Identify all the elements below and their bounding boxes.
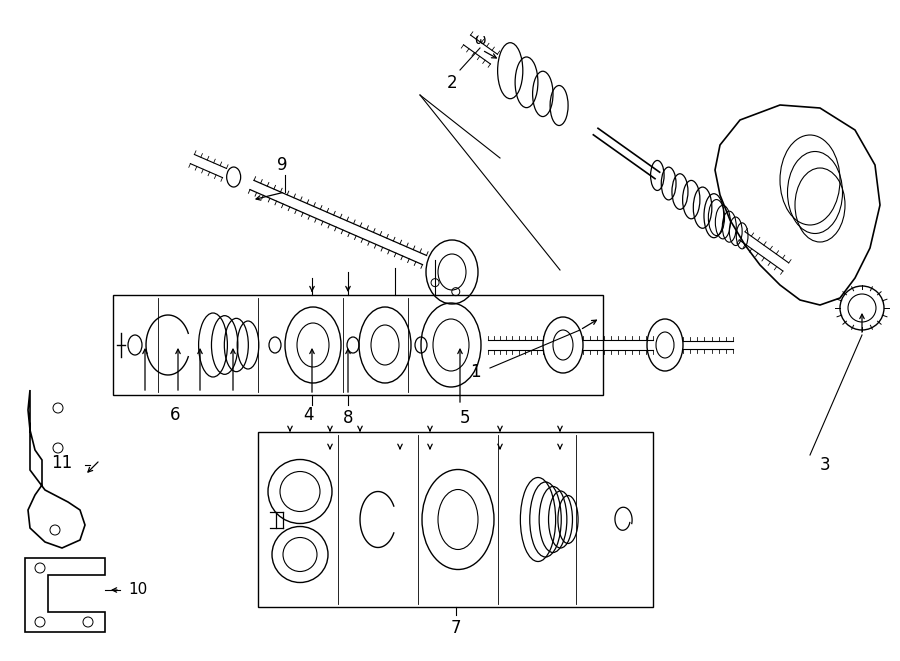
Bar [258,432,653,607]
Text: 8: 8 [343,409,353,427]
Text: 9: 9 [277,156,287,174]
Text: 2: 2 [446,74,457,92]
Text: 11: 11 [51,454,73,472]
Text: 1: 1 [470,363,481,381]
Text: 6: 6 [170,406,180,424]
Bar [113,295,603,395]
Text: 3: 3 [820,456,831,474]
Text: 10: 10 [129,582,148,598]
Text: 5: 5 [460,409,470,427]
Text: 4: 4 [302,406,313,424]
Text: ω: ω [474,33,486,47]
Text: 7: 7 [451,619,461,637]
